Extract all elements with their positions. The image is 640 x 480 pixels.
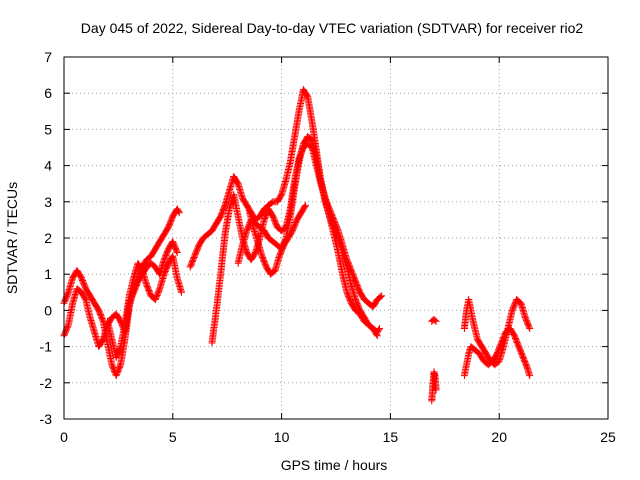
data-point-markers: [104, 252, 185, 361]
x-tick-label: 0: [60, 429, 68, 445]
y-tick-label: 4: [44, 158, 52, 174]
data-point-markers: [234, 133, 386, 311]
y-axis-label: SDTVAR / TECUs: [4, 182, 20, 294]
y-tick-label: -3: [40, 411, 53, 427]
x-tick-label: 25: [600, 429, 616, 445]
y-tick-label: 1: [44, 266, 52, 282]
x-tick-label: 20: [491, 429, 507, 445]
series-track-2: [60, 238, 181, 351]
data-points: [60, 86, 534, 405]
series-track-6: [234, 133, 386, 311]
series-track-9: [428, 315, 440, 325]
y-tick-label: 3: [44, 194, 52, 210]
series-track-10: [460, 325, 534, 380]
data-point-markers: [245, 201, 309, 278]
data-point-markers: [460, 296, 534, 369]
x-axis-label: GPS time / hours: [281, 457, 388, 473]
chart-title: Day 045 of 2022, Sidereal Day-to-day VTE…: [81, 20, 584, 36]
y-tick-label: 6: [44, 85, 52, 101]
plot-frame: [63, 56, 609, 420]
y-tick-labels: -3 -2 -1 0 1 2 3 4 5 6 7: [40, 49, 53, 427]
y-tick-label: 5: [44, 121, 52, 137]
series-track-8: [428, 368, 440, 405]
x-tick-labels: 0 5 10 15 20 25: [60, 429, 616, 445]
y-tick-label: 2: [44, 230, 52, 246]
series-track-7: [245, 201, 309, 278]
y-tick-label: 0: [44, 302, 52, 318]
series-track-11: [460, 296, 534, 369]
x-tick-label: 5: [169, 429, 177, 445]
data-point-markers: [60, 238, 181, 351]
x-tick-label: 15: [383, 429, 399, 445]
y-tick-label: 7: [44, 49, 52, 65]
y-tick-label: -2: [40, 375, 53, 391]
data-point-markers: [428, 315, 440, 325]
series-track-3: [104, 252, 185, 361]
data-point-markers: [428, 368, 440, 405]
y-tick-label: -1: [40, 339, 53, 355]
x-tick-label: 10: [274, 429, 290, 445]
data-point-markers: [460, 325, 534, 380]
